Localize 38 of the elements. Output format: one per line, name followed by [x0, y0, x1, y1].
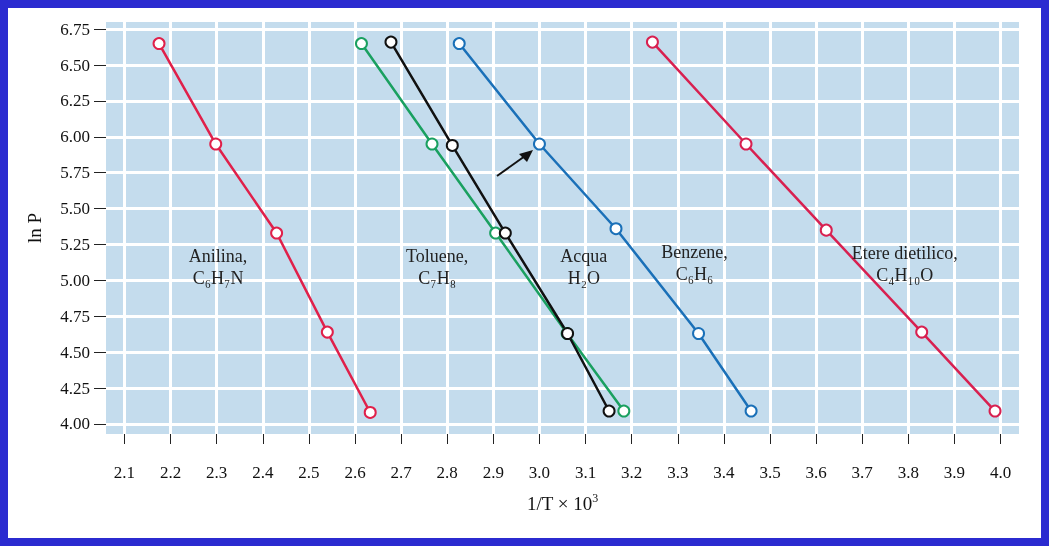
y-tick-label: 5.25	[60, 235, 90, 255]
y-tick-label: 6.00	[60, 127, 90, 147]
y-tick-label: 4.75	[60, 306, 90, 326]
y-tick-label: 5.75	[60, 163, 90, 183]
y-tick-label: 6.25	[60, 91, 90, 111]
x-tick-label: 2.3	[206, 463, 228, 482]
x-tick-label: 3.4	[713, 463, 736, 482]
x-tick-label: 2.2	[159, 463, 182, 482]
series-label: Etere dietilico, C₄H₁₀O	[851, 243, 958, 286]
y-axis-title: ln P	[24, 212, 45, 244]
x-tick-label: 2.7	[390, 463, 413, 482]
x-tick-label: 2.4	[252, 463, 274, 482]
series-label: Acqua H₂O	[560, 246, 608, 289]
x-tick-label: 2.5	[298, 463, 320, 482]
y-tick-label: 4.25	[60, 378, 90, 398]
x-tick-label: 2.9	[482, 463, 504, 482]
x-tick-label: 3.9	[943, 463, 966, 482]
x-tick-label: 3.0	[528, 463, 551, 482]
y-tick-label: 6.75	[60, 19, 90, 39]
y-tick-label: 4.00	[60, 414, 90, 434]
x-tick-label: 3.5	[759, 463, 781, 482]
y-tick-label: 4.50	[60, 342, 90, 362]
x-tick-label: 2.6	[344, 463, 366, 482]
series-label: Benzene, C₆H₆	[661, 241, 728, 284]
x-tick-label: 3.7	[851, 463, 874, 482]
y-tick-label: 6.50	[60, 55, 90, 75]
x-tick-label: 2.8	[436, 463, 458, 482]
y-tick-label: 5.50	[60, 199, 90, 219]
x-tick-label: 3.6	[805, 463, 827, 482]
x-tick-label: 4.0	[989, 463, 1012, 482]
x-tick-label: 3.3	[667, 463, 689, 482]
x-tick-label: 3.2	[621, 463, 643, 482]
series-label: Anilina, C₆H₇N	[188, 246, 248, 289]
y-tick-label: 5.00	[60, 270, 90, 290]
x-tick-label: 3.1	[574, 463, 597, 482]
x-tick-label: 3.8	[897, 463, 919, 482]
x-tick-label: 2.1	[113, 463, 136, 482]
series-label: Toluene, C₇H₈	[406, 246, 469, 289]
